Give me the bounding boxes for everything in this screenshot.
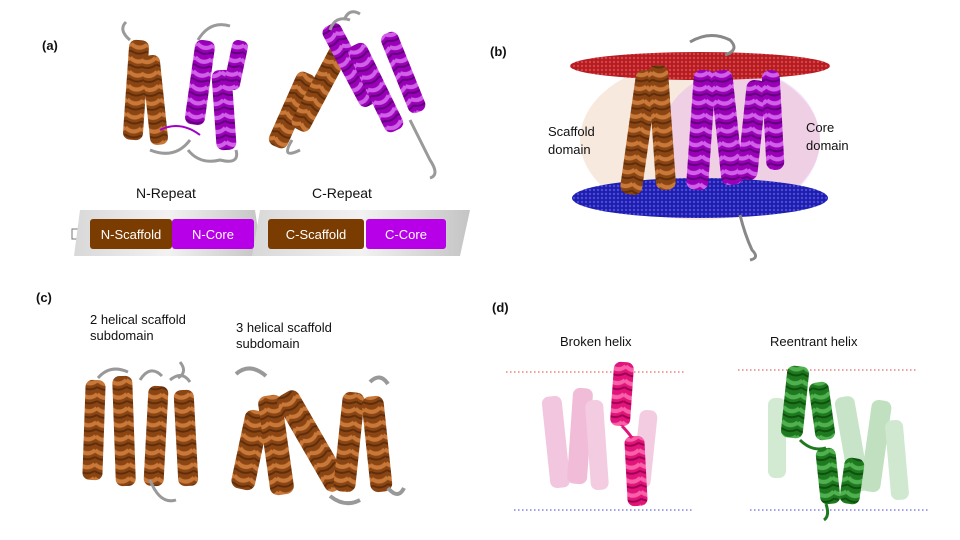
reentrant-helix-title: Reentrant helix xyxy=(770,334,858,349)
panel-b-label: (b) xyxy=(490,44,507,59)
three-helical-title-line1: 3 helical scaffold xyxy=(236,320,332,335)
broken-helix-structure xyxy=(506,361,694,511)
n-repeat-structure xyxy=(121,20,248,163)
panel-a-label: (a) xyxy=(42,38,58,53)
two-helical-title-line2: subdomain xyxy=(90,328,154,343)
n-core-box: N-Core xyxy=(192,226,234,242)
c-core-box: C-Core xyxy=(385,226,427,242)
panel-c-label: (c) xyxy=(36,290,52,305)
scaffold-domain-label-line2: domain xyxy=(548,142,591,157)
broken-helix-title: Broken helix xyxy=(560,334,632,349)
three-helical-scaffold-structure xyxy=(231,366,406,506)
c-repeat-label: C-Repeat xyxy=(312,185,372,201)
two-helical-scaffold-structure xyxy=(82,361,199,503)
core-domain-label-line2: domain xyxy=(806,138,849,153)
c-scaffold-box: C-Scaffold xyxy=(285,226,347,242)
scaffold-domain-label-line1: Scaffold xyxy=(548,124,595,139)
n-scaffold-box: N-Scaffold xyxy=(100,226,162,242)
core-domain-label-line1: Core xyxy=(806,120,835,135)
domain-bar xyxy=(71,210,470,256)
panel-d-label: (d) xyxy=(492,300,509,315)
two-helical-title-line1: 2 helical scaffold xyxy=(90,312,186,327)
n-repeat-label: N-Repeat xyxy=(136,185,196,201)
three-helical-title-line2: subdomain xyxy=(236,336,300,351)
membrane-structure xyxy=(570,34,830,262)
reentrant-helix-structure xyxy=(738,365,928,522)
c-repeat-structure xyxy=(268,10,437,180)
